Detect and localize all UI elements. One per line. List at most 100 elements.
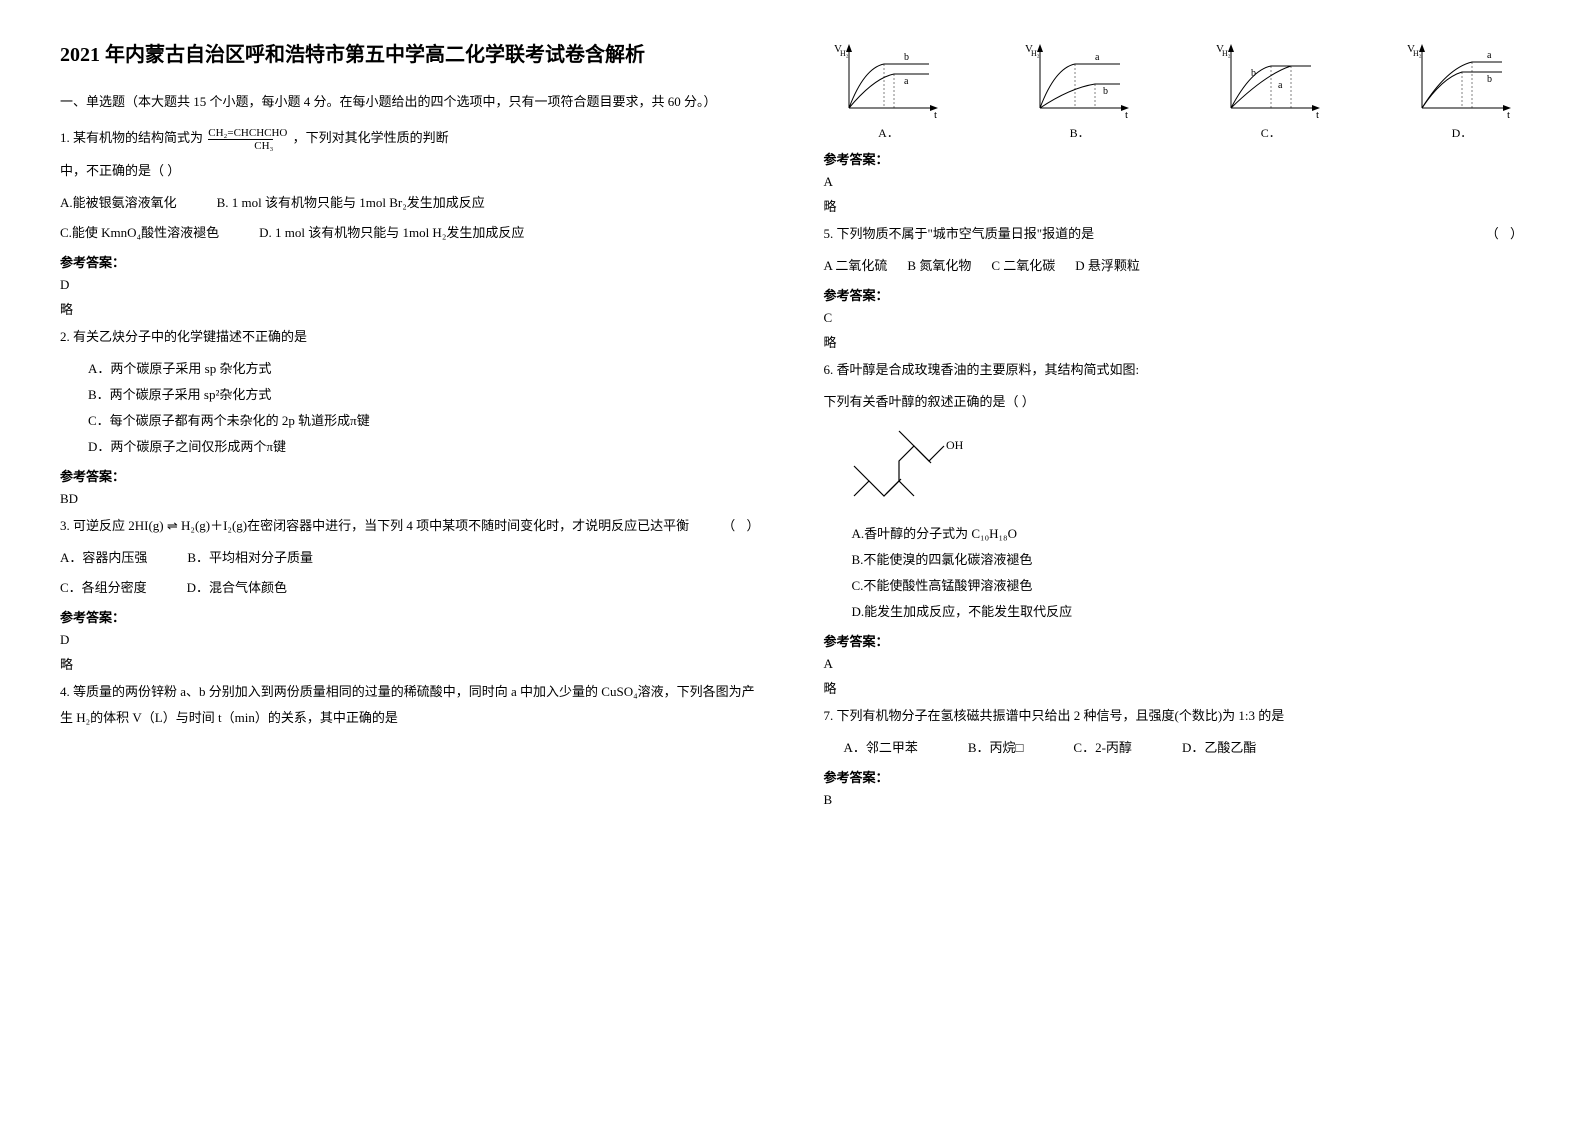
q4-labelD: D． — [1452, 126, 1473, 140]
left-column: 2021 年内蒙古自治区呼和浩特市第五中学高二化学联考试卷含解析 一、单选题（本… — [60, 40, 764, 814]
q2-optB: B．两个碳原子采用 sp²杂化方式 — [60, 382, 764, 408]
q5-optD: D 悬浮颗粒 — [1075, 253, 1140, 279]
question-3: 3. 可逆反应 2HI(g) ⇌ H₂(g)＋I₂(g)在密闭容器中进行，当下列… — [60, 513, 764, 539]
q3-optB: B．平均相对分子质量 — [187, 545, 313, 571]
q1-optB: B. 1 mol 该有机物只能与 1mol Br₂发生加成反应 — [217, 190, 485, 216]
graph-C-line-b: b — [1251, 68, 1256, 79]
graph-D-line-b: b — [1487, 74, 1492, 85]
q5-optA: A 二氧化硫 — [824, 253, 888, 279]
question-5: 5. 下列物质不属于"城市空气质量日报"报道的是 （ ） — [824, 221, 1528, 247]
question-2-stem: 2. 有关乙炔分子中的化学键描述不正确的是 — [60, 324, 764, 350]
q5-optB: B 氮氧化物 — [907, 253, 971, 279]
q6-answer-label: 参考答案： — [824, 631, 1528, 650]
q5-stem: 5. 下列物质不属于"城市空气质量日报"报道的是 — [824, 226, 1095, 241]
q6-answer: A — [824, 656, 1528, 672]
q1-options-row2: C.能使 KmnO₄酸性溶液褪色 D. 1 mol 该有机物只能与 1mol H… — [60, 220, 764, 246]
q6-optA: A.香叶醇的分子式为 C₁₀H₁₈O — [824, 521, 1528, 547]
q3-options-row1: A．容器内压强 B．平均相对分子质量 — [60, 545, 764, 571]
page-container: 2021 年内蒙古自治区呼和浩特市第五中学高二化学联考试卷含解析 一、单选题（本… — [0, 0, 1587, 854]
q1-stem-b: ，下列对其化学性质的判断 — [293, 130, 449, 145]
q6-optC: C.不能使酸性高锰酸钾溶液褪色 — [824, 573, 1528, 599]
svg-text:H₂: H₂ — [1031, 49, 1040, 58]
q2-options: A．两个碳原子采用 sp 杂化方式 B．两个碳原子采用 sp²杂化方式 C．每个… — [60, 356, 764, 460]
q7-optA: A．邻二甲苯 — [844, 735, 918, 761]
q6-note: 略 — [824, 678, 1528, 697]
graph-B-svg: a b VH₂ t — [1025, 40, 1135, 120]
graph-D-line-a: a — [1487, 50, 1492, 61]
graph-A-line-b: b — [904, 52, 909, 63]
q2-optC: C．每个碳原子都有两个未杂化的 2p 轨道形成π键 — [60, 408, 764, 434]
q5-answer: C — [824, 310, 1528, 326]
q1-answer-label: 参考答案： — [60, 252, 764, 271]
svg-text:H₂: H₂ — [840, 49, 849, 58]
q3-note: 略 — [60, 654, 764, 673]
svg-text:t: t — [1125, 109, 1128, 120]
section-1-text: 一、单选题（本大题共 15 个小题，每小题 4 分。在每小题给出的四个选项中，只… — [60, 94, 717, 109]
exam-title: 2021 年内蒙古自治区呼和浩特市第五中学高二化学联考试卷含解析 — [60, 40, 764, 70]
q1-stem-a: 1. 某有机物的结构简式为 — [60, 130, 203, 145]
q1-answer: D — [60, 277, 764, 293]
q4-graph-C: b a VH₂ t C． — [1216, 40, 1326, 141]
graph-C-line-a: a — [1278, 80, 1283, 91]
graph-C-svg: b a VH₂ t — [1216, 40, 1326, 120]
q4-labelB: B． — [1070, 126, 1090, 140]
q4-graph-D: a b VH₂ t D． — [1407, 40, 1517, 141]
graph-D-svg: a b VH₂ t — [1407, 40, 1517, 120]
q4-answer-label: 参考答案： — [824, 149, 1528, 168]
q1-stem-c: 中，不正确的是（ ） — [60, 158, 764, 184]
q1-formula-top: CH₂=CHCHCHO — [208, 127, 287, 139]
svg-text:t: t — [1507, 109, 1510, 120]
q3-answer: D — [60, 632, 764, 648]
q7-optD: D．乙酸乙酯 — [1182, 735, 1256, 761]
q6-options: A.香叶醇的分子式为 C₁₀H₁₈O B.不能使溴的四氯化碳溶液褪色 C.不能使… — [824, 521, 1528, 625]
q4-note: 略 — [824, 196, 1528, 215]
q3-optC: C．各组分密度 — [60, 575, 147, 601]
q6-optB: B.不能使溴的四氯化碳溶液褪色 — [824, 547, 1528, 573]
section-1-head: 一、单选题（本大题共 15 个小题，每小题 4 分。在每小题给出的四个选项中，只… — [60, 90, 764, 113]
question-4-stem: 4. 等质量的两份锌粉 a、b 分别加入到两份质量相同的过量的稀硫酸中，同时向 … — [60, 679, 764, 731]
svg-text:t: t — [934, 109, 937, 120]
q5-note: 略 — [824, 332, 1528, 351]
q1-note: 略 — [60, 299, 764, 318]
q1-structure-formula: CH₂=CHCHCHO CH₃ — [208, 127, 287, 152]
geraniol-structure-icon: OH — [844, 421, 984, 511]
q4-labelA: A． — [878, 126, 899, 140]
q3-optA: A．容器内压强 — [60, 545, 147, 571]
q7-answer-label: 参考答案： — [824, 767, 1528, 786]
q2-answer: BD — [60, 491, 764, 507]
q2-optD: D．两个碳原子之间仅形成两个π键 — [60, 434, 764, 460]
question-7-stem: 7. 下列有机物分子在氢核磁共振谱中只给出 2 种信号，且强度(个数比)为 1:… — [824, 703, 1528, 729]
q6-molecule: OH — [844, 421, 1528, 515]
question-6-stem2: 下列有关香叶醇的叙述正确的是（ ） — [824, 389, 1528, 415]
q3-stem: 3. 可逆反应 2HI(g) ⇌ H₂(g)＋I₂(g)在密闭容器中进行，当下列… — [60, 518, 689, 533]
q4-labelC: C． — [1261, 126, 1281, 140]
q2-optA: A．两个碳原子采用 sp 杂化方式 — [60, 356, 764, 382]
q5-options: A 二氧化硫 B 氮氧化物 C 二氧化碳 D 悬浮颗粒 — [824, 253, 1528, 279]
q3-answer-label: 参考答案： — [60, 607, 764, 626]
q4-graph-B: a b VH₂ t B． — [1025, 40, 1135, 141]
svg-text:H₂: H₂ — [1413, 49, 1422, 58]
q5-answer-label: 参考答案： — [824, 285, 1528, 304]
q6-oh-label: OH — [946, 438, 964, 452]
q6-optD: D.能发生加成反应，不能发生取代反应 — [824, 599, 1528, 625]
graph-B-line-a: a — [1095, 52, 1100, 63]
q3-paren: （ ） — [722, 513, 763, 539]
q1-optD: D. 1 mol 该有机物只能与 1mol H₂发生加成反应 — [259, 220, 524, 246]
q2-answer-label: 参考答案： — [60, 466, 764, 485]
question-1: 1. 某有机物的结构简式为 CH₂=CHCHCHO CH₃ ，下列对其化学性质的… — [60, 125, 764, 152]
q7-optB: B．丙烷□ — [968, 735, 1024, 761]
q5-optC: C 二氧化碳 — [991, 253, 1055, 279]
graph-A-line-a: a — [904, 76, 909, 87]
q3-optD: D．混合气体颜色 — [187, 575, 287, 601]
graph-B-line-b: b — [1103, 86, 1108, 97]
q4-answer: A — [824, 174, 1528, 190]
q5-paren: （ ） — [1486, 221, 1527, 247]
q7-options: A．邻二甲苯 B．丙烷□ C．2-丙醇 D．乙酸乙酯 — [824, 735, 1528, 761]
right-column: b a VH₂ t A． a b — [824, 40, 1528, 814]
q7-answer: B — [824, 792, 1528, 808]
q4-graphs: b a VH₂ t A． a b — [824, 40, 1528, 141]
svg-text:t: t — [1316, 109, 1319, 120]
q7-optC: C．2-丙醇 — [1073, 735, 1132, 761]
question-6-stem1: 6. 香叶醇是合成玫瑰香油的主要原料，其结构简式如图: — [824, 357, 1528, 383]
q4-graph-A: b a VH₂ t A． — [834, 40, 944, 141]
